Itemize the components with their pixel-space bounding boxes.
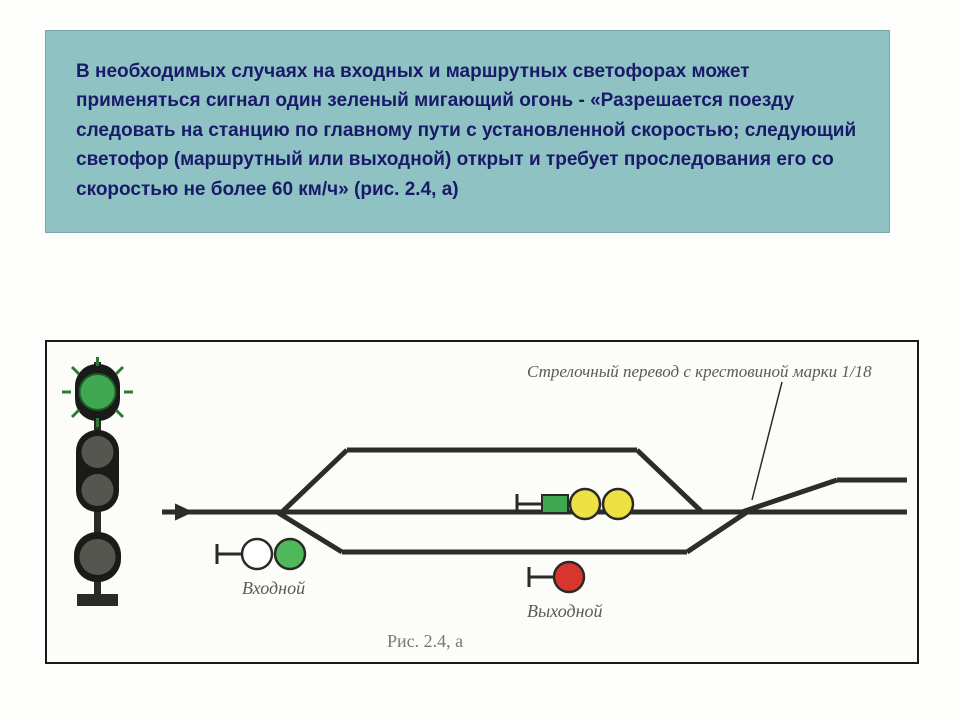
- exit-label: Выходной: [527, 601, 603, 621]
- signal-mast: [62, 357, 133, 606]
- track-layout: [162, 450, 907, 552]
- exit-signal: [529, 562, 584, 592]
- entry-label: Входной: [242, 578, 305, 598]
- info-textbox: В необходимых случаях на входных и маршр…: [45, 30, 890, 233]
- switch-label: Стрелочный перевод с крестовиной марки 1…: [527, 362, 872, 381]
- diagram-container: Стрелочный перевод с крестовиной марки 1…: [45, 340, 919, 664]
- diagram-svg: Стрелочный перевод с крестовиной марки 1…: [47, 342, 917, 662]
- info-text: В необходимых случаях на входных и маршр…: [76, 57, 859, 204]
- figure-caption: Рис. 2.4, а: [387, 631, 463, 651]
- switch-pointer-line: [752, 382, 782, 500]
- entry-signal: [217, 539, 305, 569]
